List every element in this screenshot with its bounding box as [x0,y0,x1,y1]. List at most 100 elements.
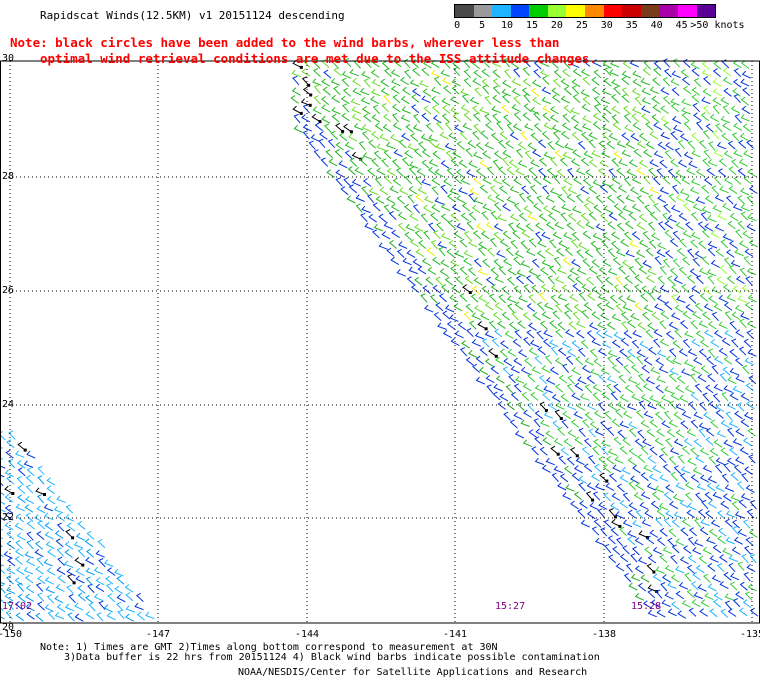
wind-barb [712,204,722,213]
wind-barb [684,572,692,582]
wind-barb [65,529,73,539]
wind-barb [473,123,481,133]
wind-barb [513,256,522,266]
wind-barb [515,376,525,384]
wind-barb [35,487,45,495]
wind-barb [479,159,489,169]
wind-barb [526,303,535,312]
lon-label: -138 [592,629,616,640]
wind-barb [513,177,522,186]
wind-barb [647,221,656,231]
wind-barb [440,69,450,77]
wind-barb [702,311,711,321]
wind-barb [713,592,723,601]
wind-barb [656,375,666,384]
wind-barb [611,313,621,322]
wind-barb [588,428,596,438]
wind-barb [687,457,697,466]
wind-barb [700,365,710,374]
wind-barb [77,520,86,530]
wind-barb [53,505,64,514]
wind-barb [474,304,484,313]
wind-barb [707,214,717,223]
wind-barb [683,359,694,367]
wind-barb [616,194,625,204]
wind-barb [17,484,26,494]
wind-barb [293,113,301,124]
wind-barb [703,411,712,421]
pass-time: 17:02 [2,601,32,612]
wind-barb [602,340,612,349]
wind-barb [552,420,561,430]
wind-barb [652,546,663,555]
wind-barb [617,429,626,439]
wind-barb [550,157,558,167]
wind-barb [702,129,710,140]
wind-barb [695,454,705,464]
wind-barb [472,285,480,295]
wind-barb [740,211,749,221]
color-scale-label: 25 [575,20,588,31]
wind-barb [712,97,722,106]
wind-barb [683,121,692,131]
wind-barb [25,496,35,504]
wind-barb [739,581,748,591]
wind-barb [630,133,640,142]
wind-barb [536,301,545,311]
wind-barb [663,517,672,528]
lat-label: 22 [2,512,14,523]
wind-barb [475,376,485,385]
wind-barb [416,168,426,177]
wind-barb [523,174,532,185]
wind-barb [648,194,656,204]
wind-barb [734,248,744,257]
wind-barb [321,104,331,113]
wind-barb [749,500,757,510]
wind-barb [496,121,504,131]
wind-barb [598,374,607,383]
wind-barb [643,357,653,366]
wind-barb [550,106,559,115]
wind-barb [559,157,568,167]
wind-barb [543,329,553,338]
wind-barb [654,255,662,266]
wind-barb [323,69,332,79]
wind-barb [654,303,664,312]
wind-barb [611,176,621,185]
wind-barb [362,152,373,160]
wind-barb [642,260,652,268]
wind-barb [590,368,600,376]
wind-barb [644,509,654,519]
wind-barb [415,193,425,203]
wind-barb [520,366,530,375]
wind-barb [665,355,675,365]
wind-barb [670,471,678,482]
wind-barb [75,575,85,584]
wind-barb [648,167,656,177]
wind-barb [77,592,86,602]
wind-barb [727,220,736,230]
wind-barb [534,436,543,446]
wind-barb [555,303,563,313]
lon-label: -150 [0,629,22,640]
wind-barb [351,106,361,114]
wind-barb [672,58,681,68]
wind-barb [505,140,514,149]
wind-barb [474,331,485,340]
wind-barb [738,240,748,249]
wind-barb [525,275,534,285]
wind-barb [722,547,732,556]
wind-barb [435,121,444,131]
color-scale-labels: 0 5 10 15 20 25 30 35 40 45 >50 knots [454,18,744,32]
wind-barb [747,320,757,329]
wind-barb [711,185,719,195]
wind-barb [371,131,380,140]
wind-barb [549,114,559,123]
longitude-labels: -150 -147 -144 -141 -138 -135 [0,629,760,640]
wind-barb [717,168,727,178]
wind-barb [560,95,570,104]
wind-barb [557,426,566,436]
wind-barb [400,76,409,86]
wind-barb [433,311,442,321]
wind-barb [723,356,733,365]
